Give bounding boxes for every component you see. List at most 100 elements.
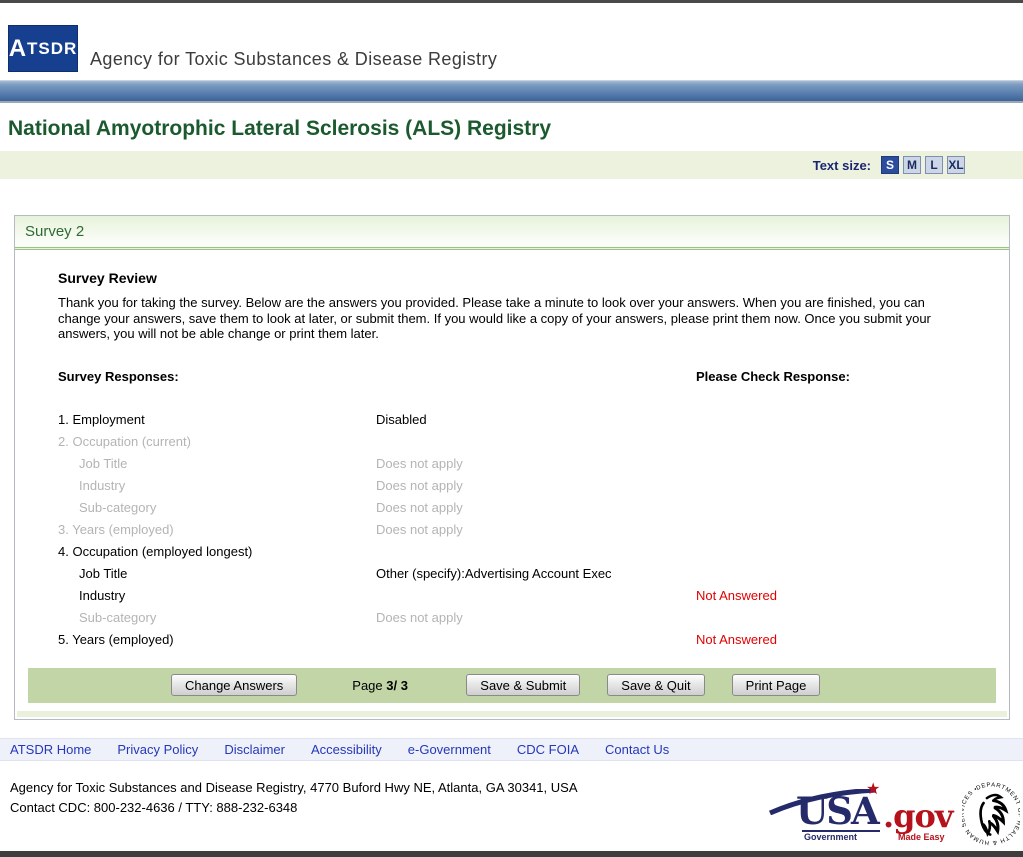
row-label: Sub-category	[79, 609, 157, 625]
row-value	[376, 629, 696, 651]
row-value	[376, 585, 696, 607]
row-check	[696, 409, 954, 431]
response-row: Industry Not Answered	[58, 585, 954, 607]
responses-header-row: Survey Responses: Please Check Response:	[58, 369, 954, 384]
usagov-star-icon: ★	[866, 781, 881, 798]
page-value: 3/ 3	[386, 677, 408, 693]
footer-link-atsdr-home[interactable]: ATSDR Home	[10, 741, 92, 757]
row-value: Does not apply	[376, 609, 463, 625]
row-label: 5. Years (employed)	[58, 631, 174, 647]
row-check	[696, 607, 954, 629]
atsdr-logo: A TSDR	[8, 25, 78, 72]
row-label: Industry	[79, 477, 126, 493]
site-header: A TSDR Agency for Toxic Substances & Dise…	[0, 3, 1023, 80]
row-label: Job Title	[79, 455, 128, 471]
window-top-edge	[0, 0, 1023, 3]
textsize-label: Text size:	[812, 157, 871, 173]
row-label: Sub-category	[79, 499, 157, 515]
responses-column-header: Survey Responses:	[58, 368, 179, 384]
footer-address-block: Agency for Toxic Substances and Disease …	[10, 778, 1023, 818]
agency-name: Agency for Toxic Substances & Disease Re…	[90, 49, 498, 69]
panel-bottom-strip	[17, 710, 1007, 717]
response-row: 5. Years (employed) Not Answered	[58, 629, 954, 651]
atsdr-logo-cap: A	[8, 34, 28, 62]
footer-link-contact-us[interactable]: Contact Us	[605, 741, 670, 757]
footer-link-e-government[interactable]: e-Government	[407, 741, 491, 757]
check-column-header: Please Check Response:	[696, 368, 850, 384]
row-check-not-answered: Not Answered	[696, 587, 777, 603]
row-check-not-answered: Not Answered	[696, 631, 777, 647]
row-label: 2. Occupation (current)	[58, 433, 191, 449]
survey-panel-header: Survey 2	[15, 216, 1009, 250]
page-title: National Amyotrophic Lateral Sclerosis (…	[8, 117, 552, 140]
survey-toolbar: Change Answers Page 3/ 3 Save & Submit S…	[28, 667, 996, 703]
row-value	[376, 541, 696, 563]
usagov-tagline-government: Government	[804, 832, 858, 842]
response-row: 4. Occupation (employed longest)	[58, 541, 954, 563]
row-check	[696, 563, 954, 585]
row-check	[696, 431, 954, 453]
hhs-logo: DEPARTMENT OF HEALTH & HUMAN SERVICES • …	[959, 774, 1021, 848]
row-label: 4. Occupation (employed longest)	[58, 543, 253, 559]
footer-contact-line: Contact CDC: 800-232-4636 / TTY: 888-232…	[10, 799, 298, 815]
page-indicator: Page 3/ 3	[352, 678, 416, 693]
textsize-button-xlarge[interactable]: XL	[947, 156, 965, 174]
footer-link-privacy-policy[interactable]: Privacy Policy	[117, 741, 199, 757]
row-check	[696, 541, 954, 563]
usagov-usa-text: USA	[796, 789, 880, 833]
response-row: 1. Employment Disabled	[58, 409, 954, 431]
row-value: Does not apply	[376, 521, 463, 537]
response-row: Industry Does not apply	[58, 475, 954, 497]
section-title: Survey Review	[58, 270, 157, 286]
usagov-tagline-made-easy: Made Easy	[898, 832, 945, 842]
textsize-bar: Text size: S M L XL	[0, 151, 1023, 179]
row-label: Job Title	[79, 565, 128, 581]
survey-panel-body: Survey Review Thank you for taking the s…	[15, 250, 1009, 651]
footer-links-bar: ATSDR Home Privacy Policy Disclaimer Acc…	[0, 737, 1023, 761]
header-blue-bar	[0, 80, 1023, 103]
usagov-swoosh-icon	[769, 789, 877, 815]
survey-panel: Survey 2 Survey Review Thank you for tak…	[14, 215, 1010, 720]
textsize-button-large[interactable]: L	[925, 156, 943, 174]
survey-intro-text: Thank you for taking the survey. Below a…	[58, 295, 931, 341]
response-row: Job Title Other (specify):Advertising Ac…	[58, 563, 954, 585]
response-row: 2. Occupation (current)	[58, 431, 954, 453]
print-page-button[interactable]: Print Page	[731, 674, 821, 696]
response-row: Job Title Does not apply	[58, 453, 954, 475]
page-label: Page	[352, 677, 383, 693]
footer-address-line: Agency for Toxic Substances and Disease …	[10, 779, 578, 795]
atsdr-logo-rest: TSDR	[27, 38, 78, 58]
response-row: 3. Years (employed) Does not apply	[58, 519, 954, 541]
footer-link-accessibility[interactable]: Accessibility	[310, 741, 382, 757]
usagov-gov-text: .gov	[883, 797, 953, 835]
usagov-logo[interactable]: ★ USA .gov Government Made Easy	[769, 781, 965, 845]
change-answers-button[interactable]: Change Answers	[171, 674, 298, 696]
save-quit-button[interactable]: Save & Quit	[607, 674, 705, 696]
row-value: Does not apply	[376, 455, 463, 471]
row-value: Does not apply	[376, 499, 463, 515]
row-check	[696, 453, 954, 475]
row-label: 3. Years (employed)	[58, 521, 174, 537]
row-check	[696, 519, 954, 541]
window-bottom-edge	[0, 851, 1023, 857]
hhs-eagle-icon: DEPARTMENT OF HEALTH & HUMAN SERVICES • …	[959, 774, 1021, 845]
row-check	[696, 475, 954, 497]
response-row: Sub-category Does not apply	[58, 607, 954, 629]
footer-link-cdc-foia[interactable]: CDC FOIA	[516, 741, 579, 757]
row-label: 1. Employment	[58, 411, 145, 427]
row-value: Does not apply	[376, 477, 463, 493]
row-check	[696, 497, 954, 519]
textsize-button-small[interactable]: S	[881, 156, 899, 174]
footer-link-disclaimer[interactable]: Disclaimer	[224, 741, 285, 757]
responses-list: 1. Employment Disabled 2. Occupation (cu…	[58, 409, 954, 651]
row-value: Other (specify):Advertising Account Exec	[376, 565, 612, 581]
survey-panel-title: Survey 2	[25, 223, 85, 240]
textsize-button-medium[interactable]: M	[903, 156, 921, 174]
row-value	[376, 431, 696, 453]
row-value: Disabled	[376, 411, 427, 427]
usagov-underline	[802, 830, 880, 832]
row-label: Industry	[79, 587, 126, 603]
save-submit-button[interactable]: Save & Submit	[466, 674, 581, 696]
response-row: Sub-category Does not apply	[58, 497, 954, 519]
